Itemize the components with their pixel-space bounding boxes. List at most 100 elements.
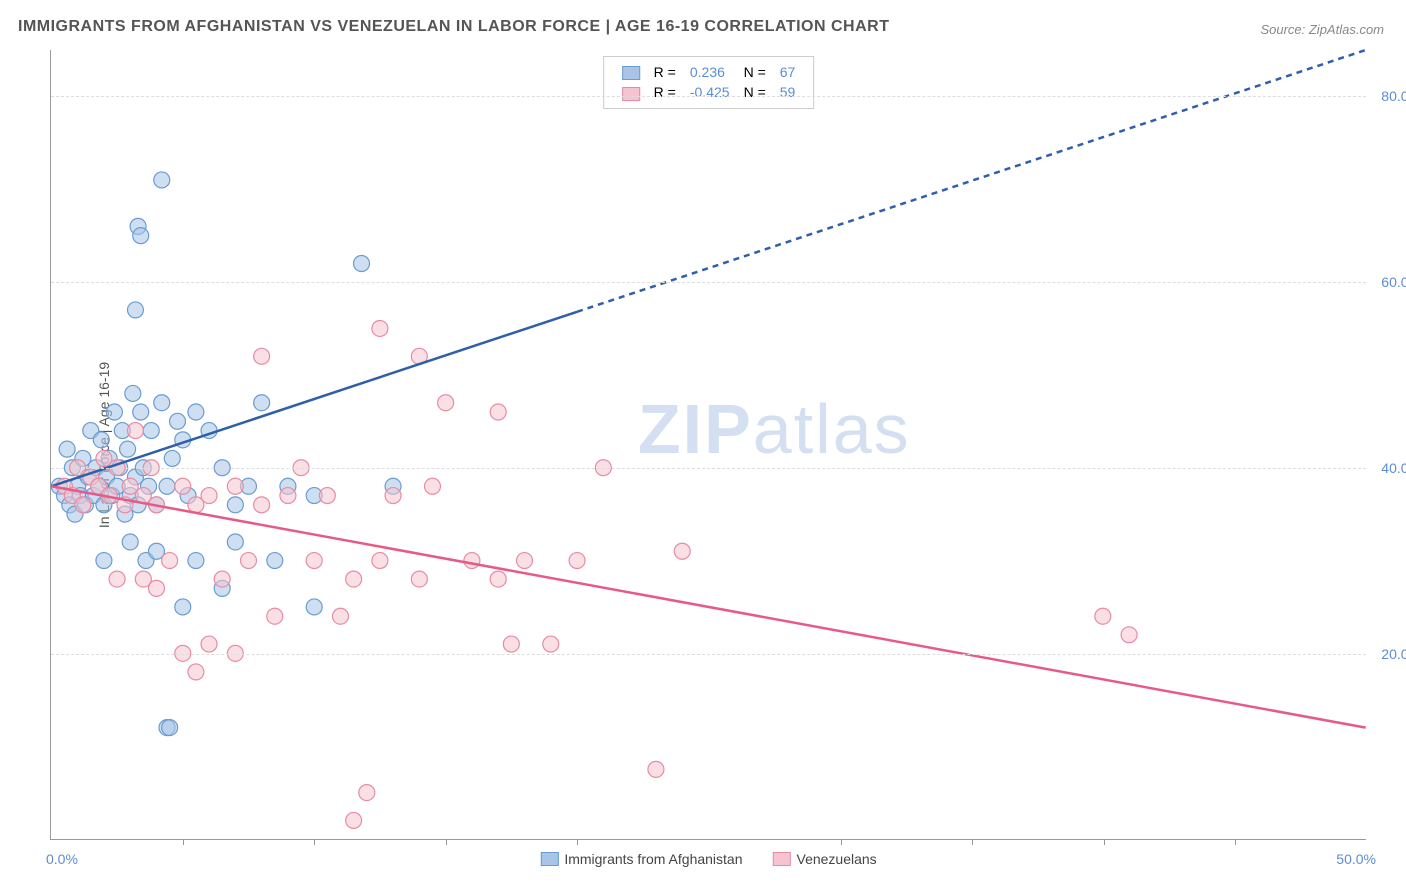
legend-row-series-0: R = 0.236 N = 67 bbox=[616, 63, 802, 81]
grid-line bbox=[51, 96, 1366, 97]
data-point-series-0 bbox=[254, 395, 270, 411]
y-tick-label: 80.0% bbox=[1381, 88, 1406, 104]
data-point-series-1 bbox=[75, 497, 91, 513]
data-point-series-0 bbox=[122, 534, 138, 550]
legend-N-prefix-1: N = bbox=[738, 83, 772, 101]
data-point-series-1 bbox=[490, 571, 506, 587]
data-point-series-1 bbox=[346, 571, 362, 587]
legend-N-value-1: 59 bbox=[774, 83, 802, 101]
data-point-series-1 bbox=[332, 608, 348, 624]
data-point-series-1 bbox=[254, 497, 270, 513]
data-point-series-0 bbox=[154, 172, 170, 188]
data-point-series-1 bbox=[424, 478, 440, 494]
data-point-series-0 bbox=[143, 423, 159, 439]
data-point-series-0 bbox=[354, 256, 370, 272]
x-tick bbox=[1104, 839, 1105, 845]
grid-line bbox=[51, 654, 1366, 655]
data-point-series-0 bbox=[59, 441, 75, 457]
data-point-series-1 bbox=[201, 488, 217, 504]
data-point-series-0 bbox=[306, 599, 322, 615]
legend-R-value-1: -0.425 bbox=[684, 83, 736, 101]
legend-bottom-item-0: Immigrants from Afghanistan bbox=[540, 851, 742, 867]
legend-N-prefix-0: N = bbox=[738, 63, 772, 81]
data-point-series-1 bbox=[503, 636, 519, 652]
data-point-series-0 bbox=[164, 450, 180, 466]
data-point-series-1 bbox=[1121, 627, 1137, 643]
data-point-series-1 bbox=[254, 348, 270, 364]
data-point-series-1 bbox=[490, 404, 506, 420]
data-point-series-1 bbox=[372, 320, 388, 336]
data-point-series-0 bbox=[175, 599, 191, 615]
data-point-series-1 bbox=[306, 553, 322, 569]
data-point-series-1 bbox=[411, 571, 427, 587]
data-point-series-0 bbox=[120, 441, 136, 457]
regression-line-1 bbox=[51, 486, 1365, 727]
data-point-series-0 bbox=[106, 404, 122, 420]
data-point-series-0 bbox=[188, 553, 204, 569]
grid-line bbox=[51, 282, 1366, 283]
legend-R-prefix-0: R = bbox=[648, 63, 682, 81]
data-point-series-1 bbox=[227, 478, 243, 494]
data-point-series-1 bbox=[319, 488, 335, 504]
y-tick-label: 60.0% bbox=[1381, 274, 1406, 290]
legend-bottom-label-0: Immigrants from Afghanistan bbox=[564, 851, 742, 867]
data-point-series-1 bbox=[359, 785, 375, 801]
data-point-series-0 bbox=[93, 432, 109, 448]
data-point-series-0 bbox=[127, 302, 143, 318]
legend-row-series-1: R = -0.425 N = 59 bbox=[616, 83, 802, 101]
data-point-series-0 bbox=[162, 720, 178, 736]
data-point-series-1 bbox=[648, 761, 664, 777]
data-point-series-1 bbox=[175, 478, 191, 494]
source-attribution: Source: ZipAtlas.com bbox=[1260, 22, 1384, 37]
x-tick bbox=[183, 839, 184, 845]
data-point-series-1 bbox=[517, 553, 533, 569]
data-point-series-1 bbox=[127, 423, 143, 439]
data-point-series-1 bbox=[372, 553, 388, 569]
legend-bottom-item-1: Venezuelans bbox=[773, 851, 877, 867]
x-tick bbox=[841, 839, 842, 845]
scatter-svg bbox=[51, 50, 1366, 839]
legend-N-value-0: 67 bbox=[774, 63, 802, 81]
data-point-series-0 bbox=[159, 478, 175, 494]
data-point-series-0 bbox=[133, 228, 149, 244]
x-tick bbox=[1235, 839, 1236, 845]
data-point-series-1 bbox=[346, 812, 362, 828]
legend-series: Immigrants from Afghanistan Venezuelans bbox=[540, 851, 876, 867]
data-point-series-0 bbox=[125, 385, 141, 401]
data-point-series-1 bbox=[162, 553, 178, 569]
data-point-series-1 bbox=[201, 636, 217, 652]
data-point-series-0 bbox=[227, 497, 243, 513]
x-tick bbox=[314, 839, 315, 845]
legend-bottom-label-1: Venezuelans bbox=[797, 851, 877, 867]
x-tick bbox=[577, 839, 578, 845]
data-point-series-1 bbox=[280, 488, 296, 504]
data-point-series-1 bbox=[214, 571, 230, 587]
data-point-series-1 bbox=[385, 488, 401, 504]
legend-bottom-swatch-1 bbox=[773, 852, 791, 866]
x-axis-max-label: 50.0% bbox=[1336, 851, 1376, 867]
data-point-series-0 bbox=[170, 413, 186, 429]
data-point-series-1 bbox=[569, 553, 585, 569]
data-point-series-1 bbox=[674, 543, 690, 559]
legend-swatch-0 bbox=[622, 66, 640, 80]
data-point-series-0 bbox=[188, 404, 204, 420]
x-tick bbox=[972, 839, 973, 845]
data-point-series-0 bbox=[133, 404, 149, 420]
x-tick bbox=[446, 839, 447, 845]
data-point-series-1 bbox=[109, 571, 125, 587]
data-point-series-0 bbox=[227, 534, 243, 550]
chart-title: IMMIGRANTS FROM AFGHANISTAN VS VENEZUELA… bbox=[18, 18, 890, 36]
data-point-series-1 bbox=[543, 636, 559, 652]
data-point-series-0 bbox=[267, 553, 283, 569]
data-point-series-1 bbox=[240, 553, 256, 569]
x-axis-min-label: 0.0% bbox=[46, 851, 78, 867]
data-point-series-1 bbox=[188, 664, 204, 680]
data-point-series-1 bbox=[135, 571, 151, 587]
data-point-series-1 bbox=[1095, 608, 1111, 624]
data-point-series-1 bbox=[464, 553, 480, 569]
data-point-series-1 bbox=[267, 608, 283, 624]
y-tick-label: 40.0% bbox=[1381, 460, 1406, 476]
y-tick-label: 20.0% bbox=[1381, 646, 1406, 662]
data-point-series-0 bbox=[96, 553, 112, 569]
grid-line bbox=[51, 468, 1366, 469]
